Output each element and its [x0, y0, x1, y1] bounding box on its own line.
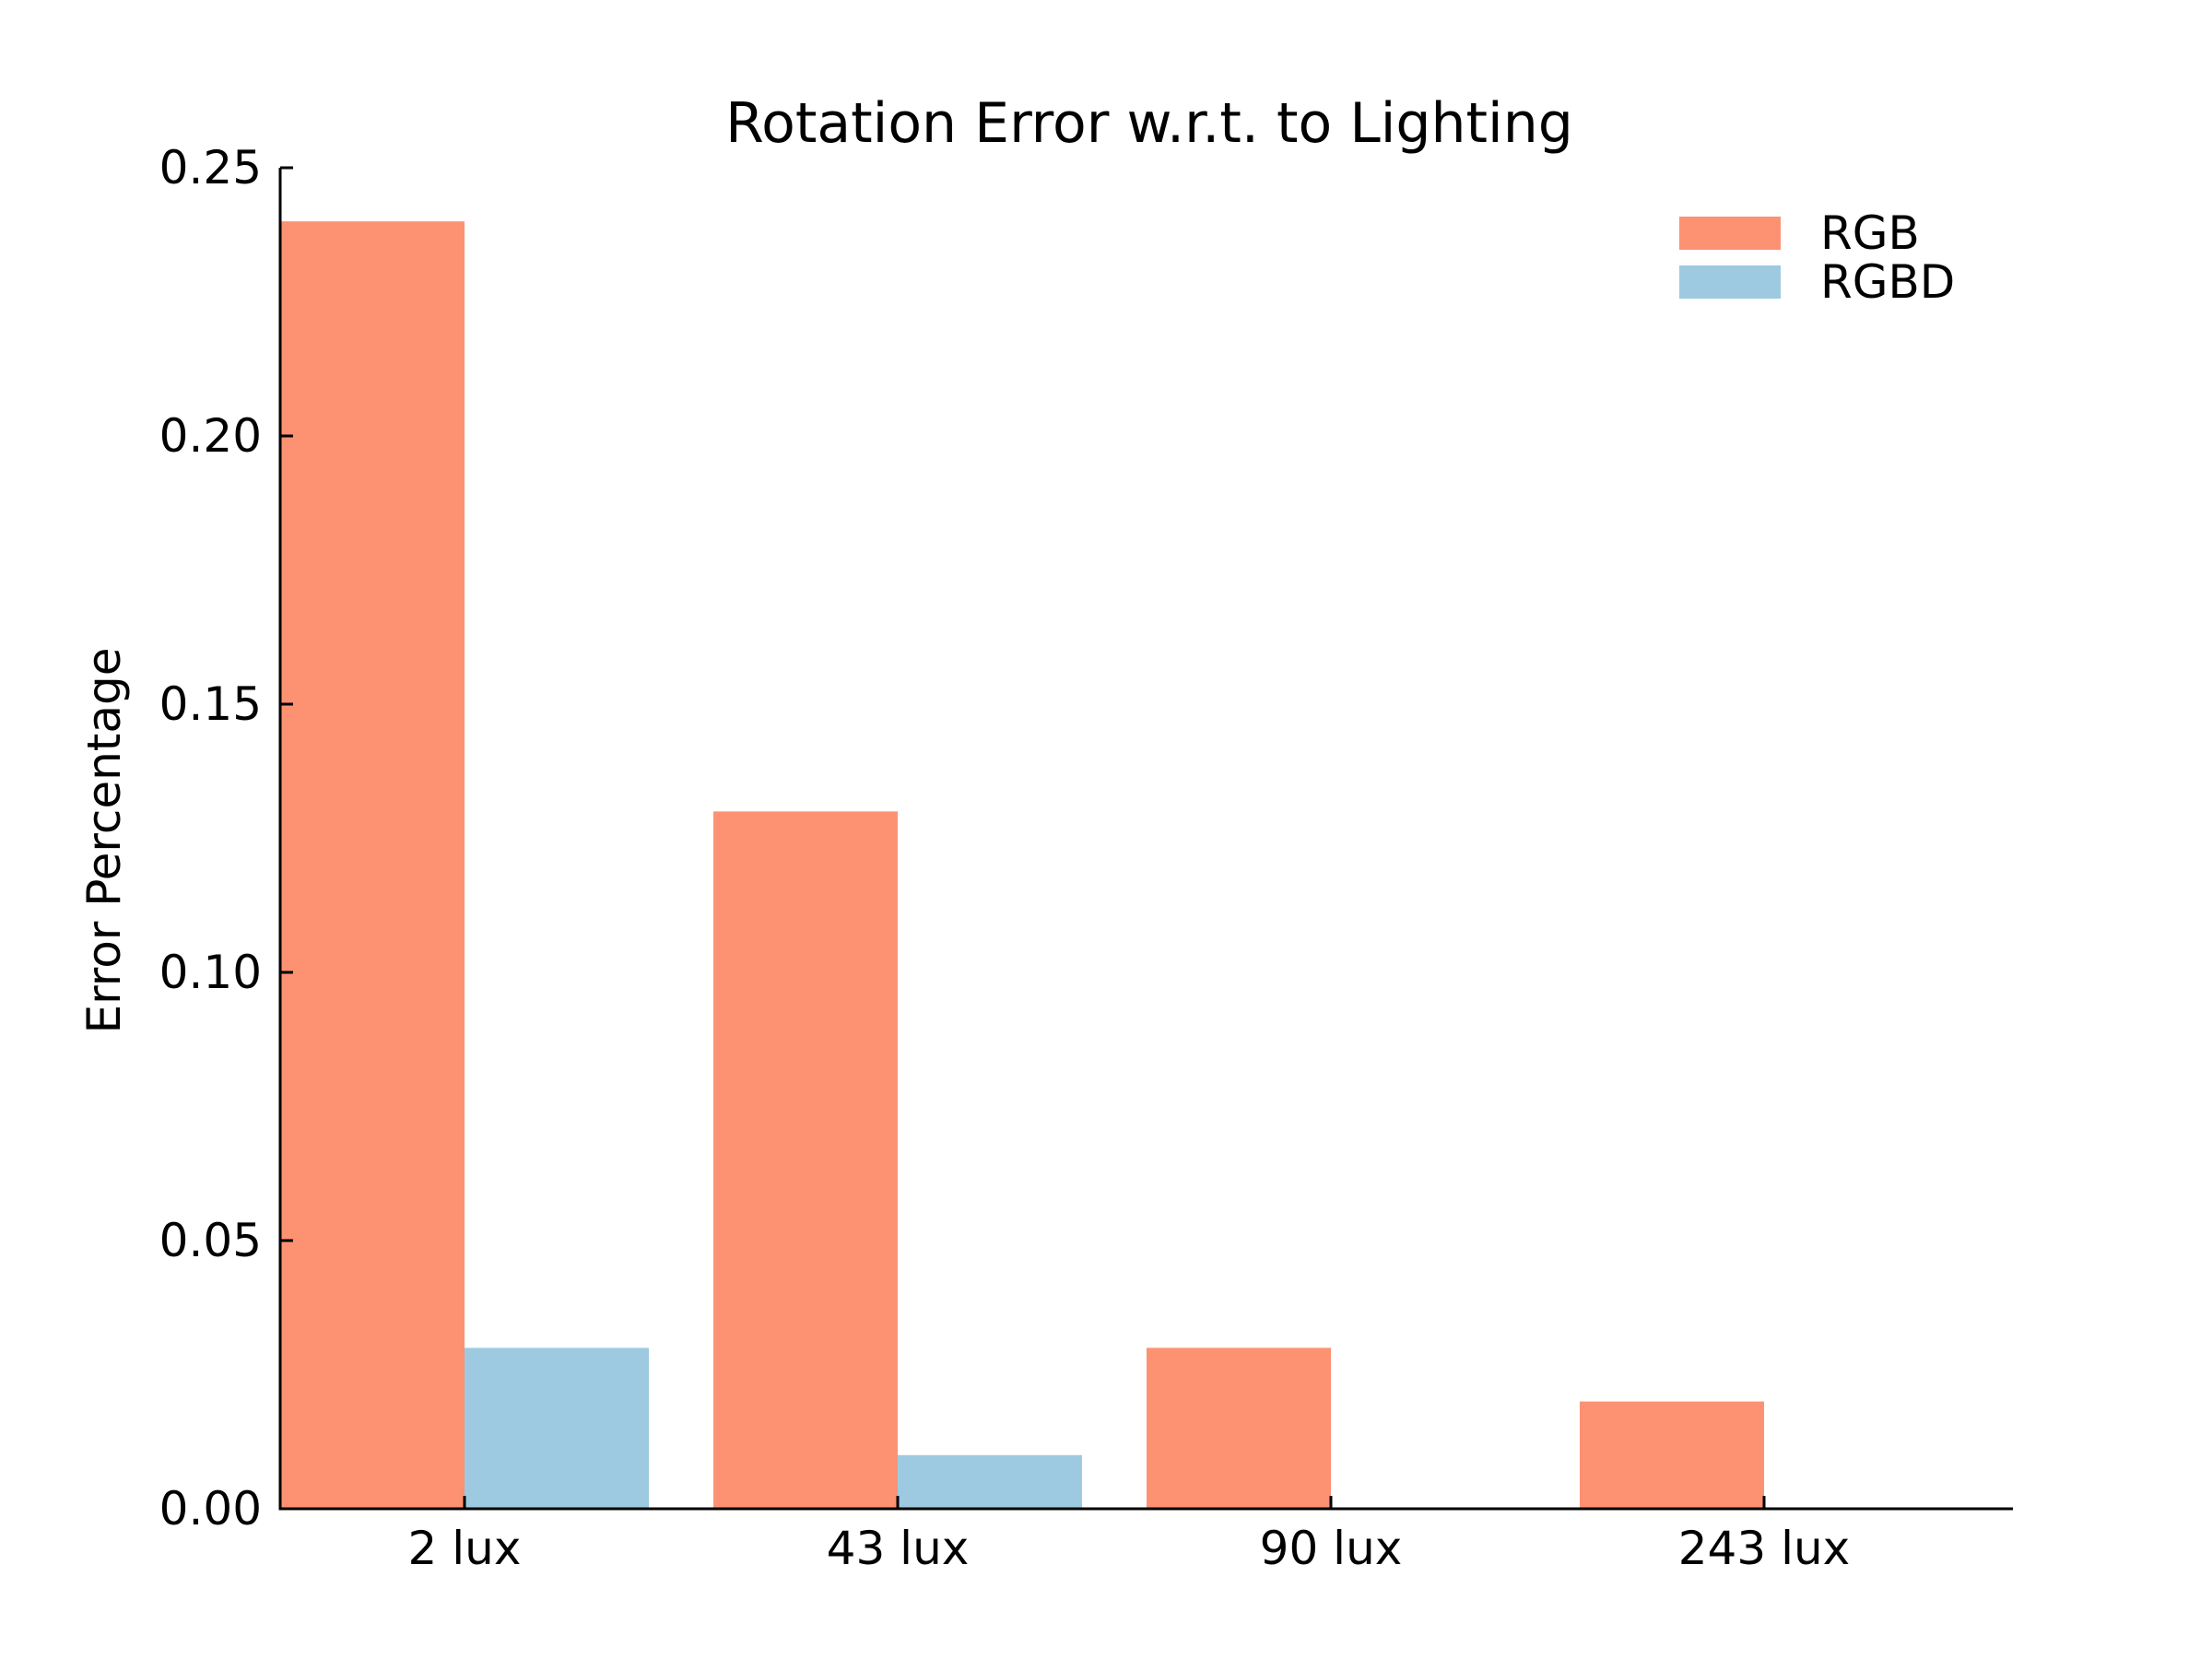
y-tick-label: 0.20 [159, 409, 262, 463]
legend-label-rgbd: RGBD [1820, 255, 1955, 309]
y-tick-label: 0.00 [159, 1482, 262, 1535]
bar-rgb-1 [713, 811, 898, 1509]
y-axis-label: Error Percentage [77, 647, 131, 1033]
bar-rgbd-0 [465, 1347, 649, 1509]
x-tick-label: 90 lux [1260, 1522, 1403, 1575]
y-tick-label: 0.25 [159, 141, 262, 194]
bar-rgb-2 [1147, 1347, 1331, 1509]
legend-label-rgb: RGB [1820, 206, 1920, 260]
chart-title: Rotation Error w.r.t. to Lighting [725, 91, 1573, 156]
y-tick-label: 0.10 [159, 946, 262, 999]
y-tick-label: 0.15 [159, 677, 262, 731]
x-tick-label: 43 lux [827, 1522, 970, 1575]
legend-swatch-rgbd [1679, 265, 1781, 299]
x-ticks-group: 2 lux 43 lux 90 lux 243 lux [408, 1496, 1851, 1575]
y-ticks-group: 0.00 0.05 0.10 0.15 0.20 0.25 [159, 141, 293, 1535]
axes-group [278, 168, 2013, 1511]
bar-rgb-0 [280, 221, 465, 1510]
bar-rgbd-1 [898, 1454, 1082, 1509]
x-tick-label: 2 lux [408, 1522, 522, 1575]
bar-rgb-3 [1580, 1401, 1764, 1509]
legend-swatch-rgb [1679, 217, 1781, 250]
y-tick-label: 0.05 [159, 1214, 262, 1267]
bars-group [280, 221, 1764, 1510]
x-tick-label: 243 lux [1678, 1522, 1851, 1575]
